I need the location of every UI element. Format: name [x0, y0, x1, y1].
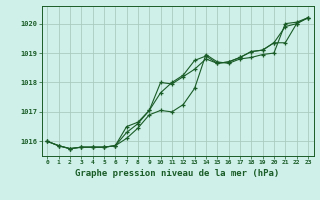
- X-axis label: Graphe pression niveau de la mer (hPa): Graphe pression niveau de la mer (hPa): [76, 169, 280, 178]
